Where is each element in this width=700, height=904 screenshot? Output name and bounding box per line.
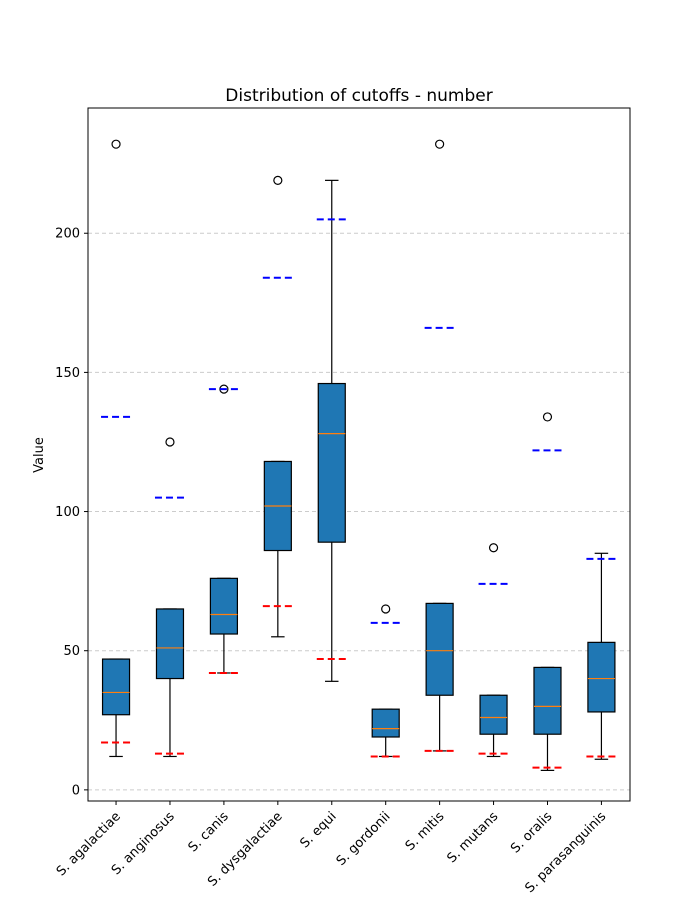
box-iqr: [587, 641, 616, 713]
x-tick-label: S. equi: [297, 809, 339, 851]
x-tick-label: S. mitis: [403, 809, 448, 854]
outlier-point: [435, 139, 445, 149]
x-tick-label: S. oralis: [508, 809, 555, 856]
outlier-point: [542, 412, 553, 422]
chart-title: Distribution of cutoffs - number: [225, 86, 492, 106]
grid-layer: [88, 232, 630, 791]
plot-frame: [87, 107, 631, 802]
marks-layer: [101, 139, 617, 771]
y-axis-label: Value: [32, 437, 47, 473]
box-iqr: [425, 602, 454, 696]
box-iqr: [533, 666, 562, 735]
y-tick-label: 200: [55, 227, 80, 242]
y-tick-label: 0: [72, 783, 80, 798]
x-tick-label: S. canis: [186, 809, 232, 855]
box-iqr: [371, 708, 400, 738]
box-iqr: [317, 382, 346, 543]
x-tick-label: S. gordonii: [334, 809, 394, 869]
box-iqr: [101, 658, 131, 716]
box-iqr: [479, 694, 508, 735]
outlier-point: [273, 175, 283, 185]
outlier-point: [165, 437, 175, 447]
y-tick-label: 100: [55, 505, 80, 520]
y-tick-label: 50: [63, 644, 80, 659]
box-iqr: [155, 608, 185, 680]
outlier-point: [488, 543, 499, 553]
outlier-point: [111, 139, 121, 149]
box-iqr: [209, 577, 239, 635]
x-tick-label: S. mutans: [444, 809, 501, 866]
outlier-point: [381, 604, 391, 614]
y-tick-label: 150: [55, 366, 80, 381]
